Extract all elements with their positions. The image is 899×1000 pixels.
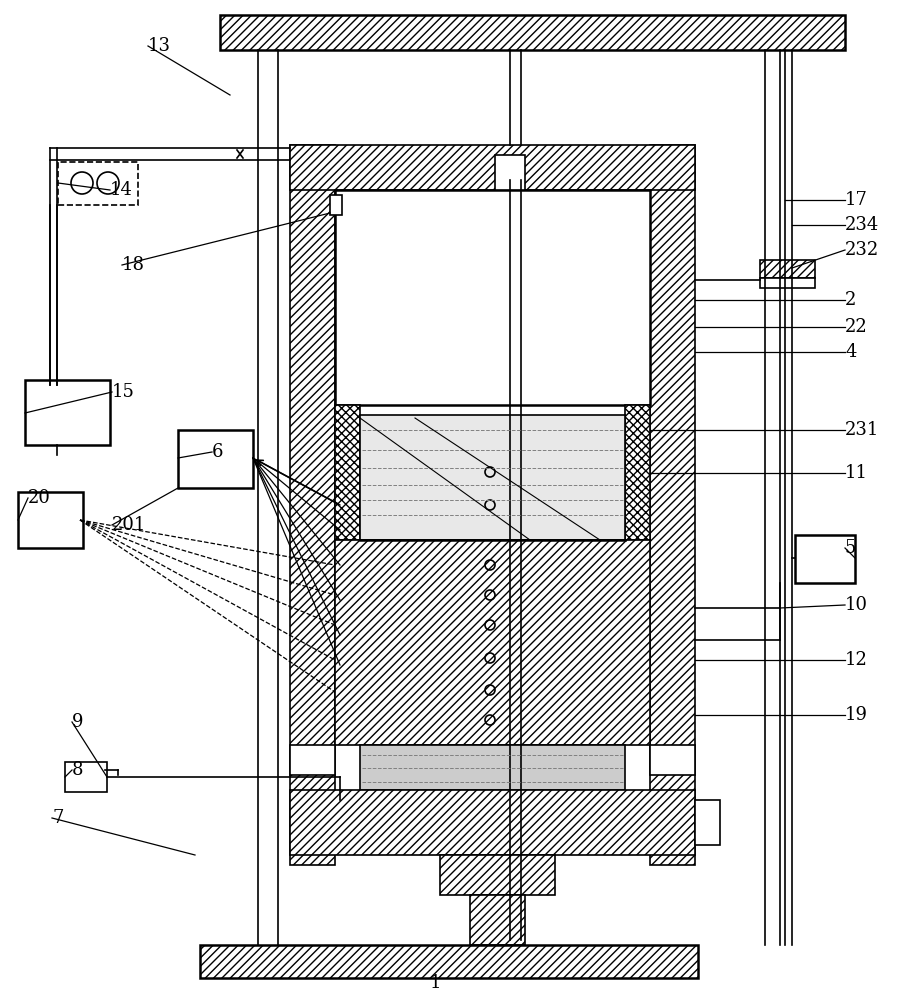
Bar [330, 195, 342, 215]
Bar [795, 535, 855, 583]
Text: 20: 20 [28, 489, 51, 507]
Text: 1: 1 [430, 974, 441, 992]
Bar [360, 415, 625, 540]
Text: 12: 12 [845, 651, 868, 669]
Bar [290, 790, 695, 855]
Bar [290, 745, 335, 775]
Text: 14: 14 [110, 181, 133, 199]
Text: 19: 19 [845, 706, 868, 724]
Text: 5: 5 [845, 539, 857, 557]
Bar [65, 762, 107, 792]
Text: 11: 11 [845, 464, 868, 482]
Text: 10: 10 [845, 596, 868, 614]
Bar [335, 190, 650, 405]
Bar [760, 260, 815, 278]
Text: 234: 234 [845, 216, 879, 234]
Text: 2: 2 [845, 291, 857, 309]
Bar [760, 278, 815, 288]
Text: 17: 17 [845, 191, 868, 209]
Text: 13: 13 [148, 37, 171, 55]
Text: 9: 9 [72, 713, 84, 731]
Text: 4: 4 [845, 343, 857, 361]
Text: 231: 231 [845, 421, 879, 439]
Text: 7: 7 [52, 809, 63, 827]
Bar [625, 405, 650, 540]
Bar [470, 895, 525, 945]
Text: 201: 201 [112, 516, 147, 534]
Text: 232: 232 [845, 241, 879, 259]
Text: 18: 18 [122, 256, 145, 274]
Bar [650, 145, 695, 865]
Bar [25, 380, 110, 445]
Text: 22: 22 [845, 318, 868, 336]
Text: 15: 15 [112, 383, 135, 401]
Bar [360, 745, 625, 790]
Bar [178, 430, 253, 488]
Bar [440, 855, 555, 895]
Bar [58, 162, 138, 205]
Bar [335, 540, 650, 745]
Text: 8: 8 [72, 761, 84, 779]
Bar [200, 945, 698, 978]
Bar [495, 155, 525, 190]
Bar [695, 800, 720, 845]
Bar [220, 15, 845, 50]
Bar [290, 145, 335, 865]
Bar [650, 745, 695, 775]
Text: 6: 6 [212, 443, 224, 461]
Bar [18, 492, 83, 548]
Bar [290, 145, 695, 190]
Bar [335, 405, 360, 540]
